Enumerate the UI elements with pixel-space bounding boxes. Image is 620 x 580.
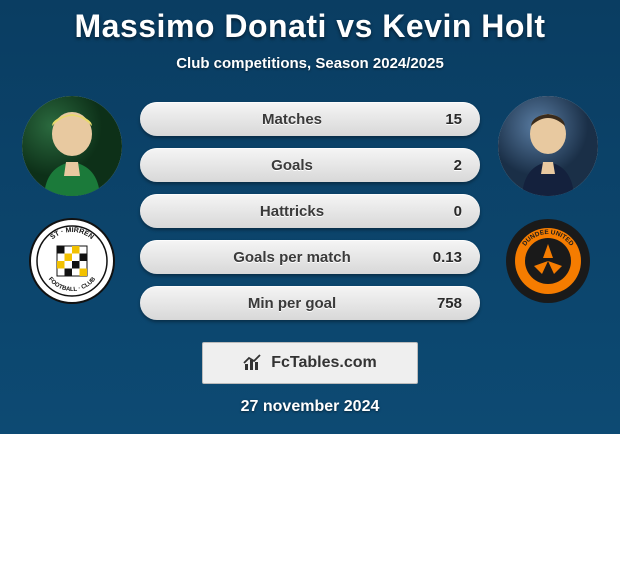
stat-row: Goals per match 0.13 [140, 240, 480, 274]
chart-icon [243, 354, 265, 372]
date-text: 27 november 2024 [0, 398, 620, 416]
stat-label: Goals [158, 157, 426, 174]
source-logo-text: FcTables.com [271, 354, 377, 372]
left-side: ST · MIRREN FOOTBALL · CLUB [22, 96, 122, 304]
source-logo: FcTables.com [202, 342, 418, 384]
stat-label: Min per goal [158, 295, 426, 312]
stat-label: Hattricks [158, 203, 426, 220]
stat-row: Min per goal 758 [140, 286, 480, 320]
stat-row: Hattricks 0 [140, 194, 480, 228]
stat-value: 2 [426, 157, 462, 174]
stat-label: Matches [158, 111, 426, 128]
stat-value: 15 [426, 111, 462, 128]
stat-value: 758 [426, 295, 462, 312]
comparison-card: Massimo Donati vs Kevin Holt Club compet… [0, 0, 620, 434]
left-player-avatar [22, 96, 122, 196]
left-club-badge: ST · MIRREN FOOTBALL · CLUB [29, 218, 115, 304]
subtitle: Club competitions, Season 2024/2025 [0, 55, 620, 72]
stat-row: Goals 2 [140, 148, 480, 182]
right-club-badge: DUNDEE UNITED [505, 218, 591, 304]
page-title: Massimo Donati vs Kevin Holt [0, 8, 620, 45]
stats-column: Matches 15 Goals 2 Hattricks 0 Goals per… [140, 96, 480, 320]
stat-row: Matches 15 [140, 102, 480, 136]
right-player-avatar [498, 96, 598, 196]
body-row: ST · MIRREN FOOTBALL · CLUB Matches 15 G… [0, 96, 620, 320]
stat-value: 0 [426, 203, 462, 220]
right-side: DUNDEE UNITED [498, 96, 598, 304]
stat-label: Goals per match [158, 249, 426, 266]
stat-value: 0.13 [426, 249, 462, 266]
